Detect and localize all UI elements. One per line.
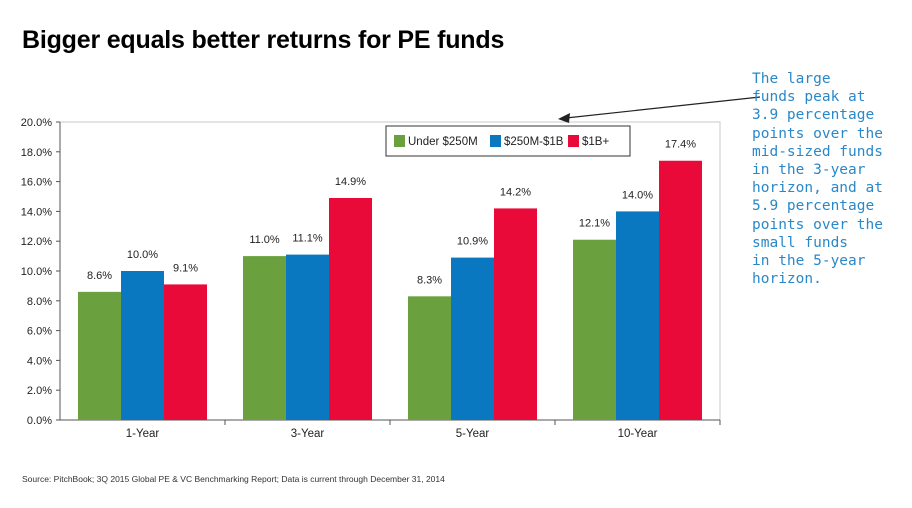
y-tick-label: 18.0%	[21, 147, 52, 159]
data-label: 8.3%	[417, 274, 442, 286]
data-label: 8.6%	[87, 270, 112, 282]
bar	[286, 254, 329, 420]
legend-label: $250M-$1B	[504, 136, 564, 148]
data-label: 10.0%	[127, 249, 158, 261]
chart-title: Bigger equals better returns for PE fund…	[22, 26, 505, 54]
annotation-text: The large funds peak at 3.9 percentage p…	[752, 71, 883, 288]
y-tick-label: 12.0%	[21, 236, 52, 248]
legend-swatch	[490, 135, 501, 147]
y-tick-label: 4.0%	[27, 355, 52, 367]
x-tick-label: 1-Year	[126, 428, 160, 440]
annotation-arrow-line	[565, 96, 761, 119]
bar	[616, 211, 659, 420]
y-tick-label: 20.0%	[21, 117, 52, 129]
y-tick-label: 0.0%	[27, 415, 52, 427]
bar	[121, 271, 164, 420]
bar	[408, 296, 451, 420]
bar	[243, 256, 286, 420]
legend-label: Under $250M	[408, 136, 478, 148]
x-tick-label: 3-Year	[291, 428, 325, 440]
x-tick-label: 10-Year	[618, 428, 658, 440]
data-label: 9.1%	[173, 262, 198, 274]
y-tick-label: 2.0%	[27, 385, 52, 397]
bar	[329, 197, 372, 420]
y-tick-label: 6.0%	[27, 326, 52, 338]
legend-label: $1B+	[582, 136, 609, 148]
bar	[573, 239, 616, 420]
bar	[494, 208, 537, 420]
data-label: 14.0%	[622, 189, 653, 201]
legend-box	[385, 125, 631, 157]
annotation-arrow-head	[558, 113, 570, 123]
data-label: 17.4%	[665, 139, 696, 151]
legend-swatch	[394, 135, 405, 147]
y-tick-label: 10.0%	[21, 266, 52, 278]
source-note: Source: PitchBook; 3Q 2015 Global PE & V…	[22, 474, 445, 484]
bar	[78, 291, 121, 420]
x-tick-label: 5-Year	[456, 428, 490, 440]
y-tick-label: 8.0%	[27, 296, 52, 308]
data-label: 14.9%	[335, 176, 366, 188]
y-tick-label: 14.0%	[21, 206, 52, 218]
data-label: 11.1%	[292, 233, 323, 245]
bar	[451, 257, 494, 420]
data-label: 10.9%	[457, 236, 488, 248]
data-label: 14.2%	[500, 186, 531, 198]
legend-swatch	[568, 135, 579, 147]
data-label: 12.1%	[579, 218, 610, 230]
data-label: 11.0%	[249, 234, 280, 246]
bar	[659, 160, 702, 421]
y-tick-label: 16.0%	[21, 177, 52, 189]
bar	[164, 284, 207, 420]
